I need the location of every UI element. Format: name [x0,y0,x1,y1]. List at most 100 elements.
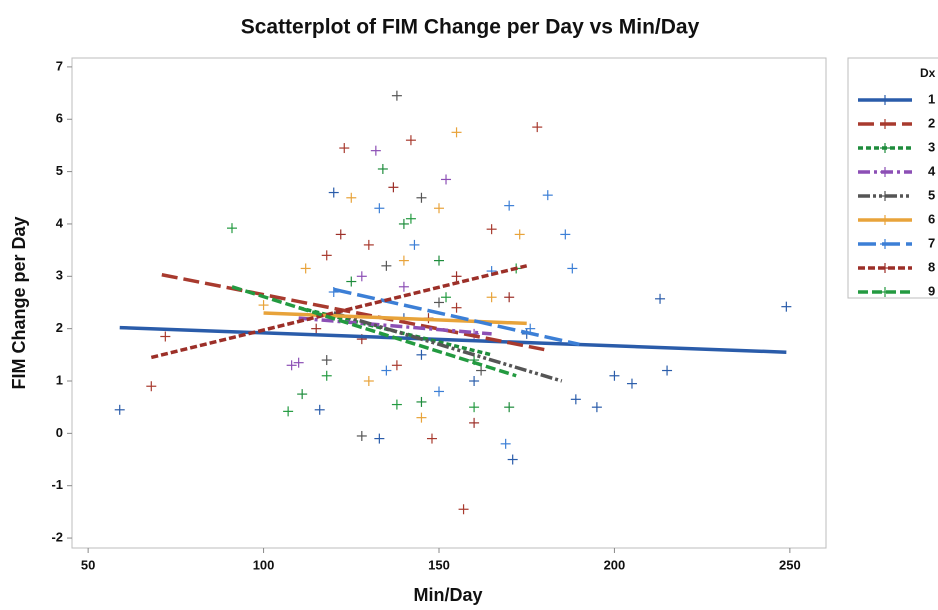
data-point [451,271,462,282]
data-point [476,365,487,376]
data-point [328,287,339,298]
data-point [560,229,571,240]
data-point [283,406,294,417]
y-tick-label: -2 [51,529,63,544]
legend-marker [880,143,890,153]
chart-title: Scatterplot of FIM Change per Day vs Min… [241,16,700,39]
legend-label: 5 [928,187,935,202]
data-point [591,402,602,413]
data-point [293,357,304,368]
data-point [297,389,308,400]
x-tick-label: 50 [81,557,95,572]
data-point [370,145,381,156]
fit-line [150,264,528,360]
fit-line [231,285,517,378]
y-tick-label: 2 [56,320,63,335]
data-point [458,504,469,515]
data-point [781,301,792,312]
data-point [441,292,452,303]
data-point [391,399,402,410]
data-point [504,402,515,413]
legend-label: 9 [928,283,935,298]
legend-label: 4 [928,163,936,178]
data-point [398,255,409,266]
data-point [377,163,388,174]
data-point [381,365,392,376]
x-tick-label: 250 [779,557,801,572]
data-point [434,203,445,214]
y-tick-label: 6 [56,111,63,126]
data-point [286,360,297,371]
data-point [469,417,480,428]
data-point [434,255,445,266]
data-point [363,376,374,387]
data-point [451,127,462,138]
data-point [226,223,237,234]
data-point [374,433,385,444]
data-point [441,174,452,185]
legend-label: 3 [928,139,935,154]
data-point [609,370,620,381]
y-tick-label: 5 [56,163,63,178]
y-tick-label: 4 [56,215,64,230]
data-point [374,203,385,214]
data-point [391,90,402,101]
data-point [321,355,332,366]
data-point [486,224,497,235]
data-point [500,438,511,449]
plot-frame [71,57,827,549]
data-point [655,293,666,304]
data-point [356,430,367,441]
data-point [469,376,480,387]
fit-line [333,311,563,383]
y-tick-label: 0 [56,425,63,440]
data-point [258,300,269,311]
x-tick-label: 100 [253,557,275,572]
fit-line [333,287,580,347]
data-point [381,260,392,271]
data-point [416,412,427,423]
data-point [346,276,357,287]
data-point [469,402,480,413]
data-point [567,263,578,274]
data-point [339,143,350,154]
fit-line [119,325,787,354]
legend-marker [880,167,890,177]
data-point [314,404,325,415]
fit-line [298,316,492,336]
data-point [405,213,416,224]
data-point [160,331,171,342]
x-tick-label: 150 [428,557,450,572]
legend-marker [880,239,890,249]
data-point [321,370,332,381]
data-point [434,297,445,308]
data-point [398,218,409,229]
data-point [532,122,543,133]
data-point [300,263,311,274]
legend-marker [880,263,890,273]
data-point [409,239,420,250]
data-point [434,386,445,397]
data-point [451,302,462,313]
data-point [486,292,497,303]
legend-label: 8 [928,259,935,274]
legend-label: 6 [928,211,935,226]
data-point [321,250,332,261]
y-tick-label: 7 [56,58,63,73]
y-tick-label: 3 [56,268,63,283]
data-point [398,281,409,292]
data-point [311,323,322,334]
y-tick-label: -1 [51,477,63,492]
legend-title: Dx [920,66,936,80]
legend-marker [880,215,890,225]
x-tick-label: 200 [604,557,626,572]
data-point [146,381,157,392]
y-tick-label: 1 [56,372,63,387]
legend-box [847,57,938,299]
data-point [662,365,673,376]
data-point [363,239,374,250]
data-point [416,396,427,407]
data-point [504,292,515,303]
data-point [504,200,515,211]
